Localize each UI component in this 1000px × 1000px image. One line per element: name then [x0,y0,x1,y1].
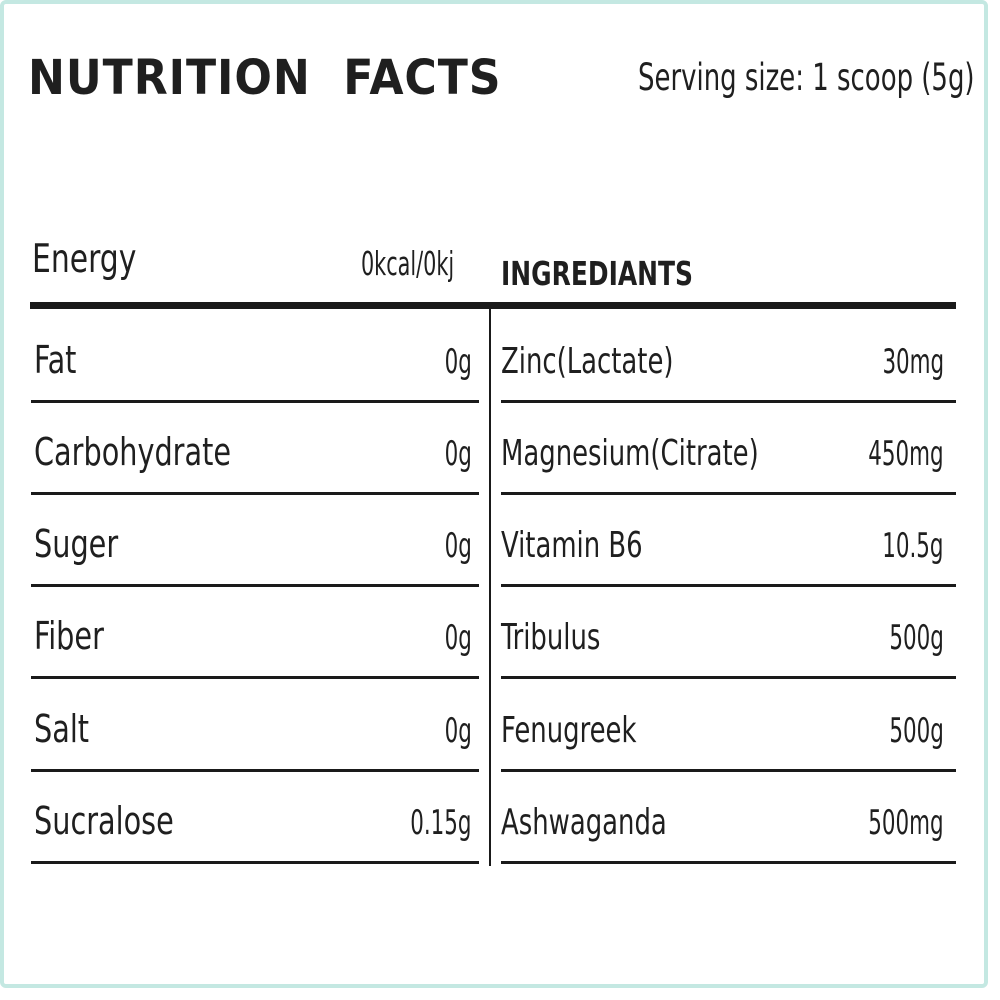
ingredient-label: Magnesium(Citrate) [501,433,759,474]
ingredient-value: 30mg [882,342,944,382]
ingredient-label: Zinc(Lactate) [501,341,674,382]
serving-size: Serving size: 1 scoop (5g) [638,56,975,99]
nutrient-label: Suger [34,522,119,566]
ingredient-value: 10.5g [882,526,944,566]
ingredient-value: 500mg [868,803,944,843]
nutrient-row-sugar: Suger 0g [31,495,479,587]
ingredient-value: 500g [889,711,944,751]
nutrient-label: Fat [34,338,77,382]
ingredient-value: 500g [889,618,944,658]
nutrient-value: 0g [444,618,472,658]
nutrient-row-sucralose: Sucralose 0.15g [31,772,479,864]
ingredient-row-magnesium: Magnesium(Citrate) 450mg [501,403,956,495]
energy-label: Energy [32,237,137,282]
nutrition-label-panel: NUTRITION FACTS Serving size: 1 scoop (5… [0,0,988,988]
nutrient-label: Fiber [34,614,104,658]
nutrient-row-carbohydrate: Carbohydrate 0g [31,403,479,495]
nutrient-value: 0g [444,526,472,566]
ingredient-label: Fenugreek [501,710,637,751]
ingredient-label: Vitamin B6 [501,525,643,566]
ingredient-label: Tribulus [501,617,601,658]
nutrient-value: 0g [444,342,472,382]
nutrient-value: 0g [444,434,472,474]
ingredient-value: 450mg [868,434,944,474]
ingredient-row-vitamin-b6: Vitamin B6 10.5g [501,495,956,587]
nutrient-label: Salt [34,707,90,751]
nutrient-value: 0g [444,711,472,751]
nutrient-label: Carbohydrate [34,430,232,474]
header-divider [30,302,956,309]
ingredient-row-zinc: Zinc(Lactate) 30mg [501,311,956,403]
ingredient-label: Ashwaganda [501,802,667,843]
energy-value: 0kcal/0kj [360,244,454,283]
nutrient-row-fat: Fat 0g [31,311,479,403]
ingredients-heading: INGREDIANTS [501,254,693,293]
column-divider [489,309,491,866]
ingredient-row-tribulus: Tribulus 500g [501,587,956,679]
page-title: NUTRITION FACTS [28,50,502,106]
nutrient-row-fiber: Fiber 0g [31,587,479,679]
ingredient-row-ashwaganda: Ashwaganda 500mg [501,772,956,864]
ingredient-row-fenugreek: Fenugreek 500g [501,680,956,772]
nutrient-value: 0.15g [410,803,472,843]
nutrient-row-salt: Salt 0g [31,680,479,772]
nutrient-label: Sucralose [34,799,174,843]
